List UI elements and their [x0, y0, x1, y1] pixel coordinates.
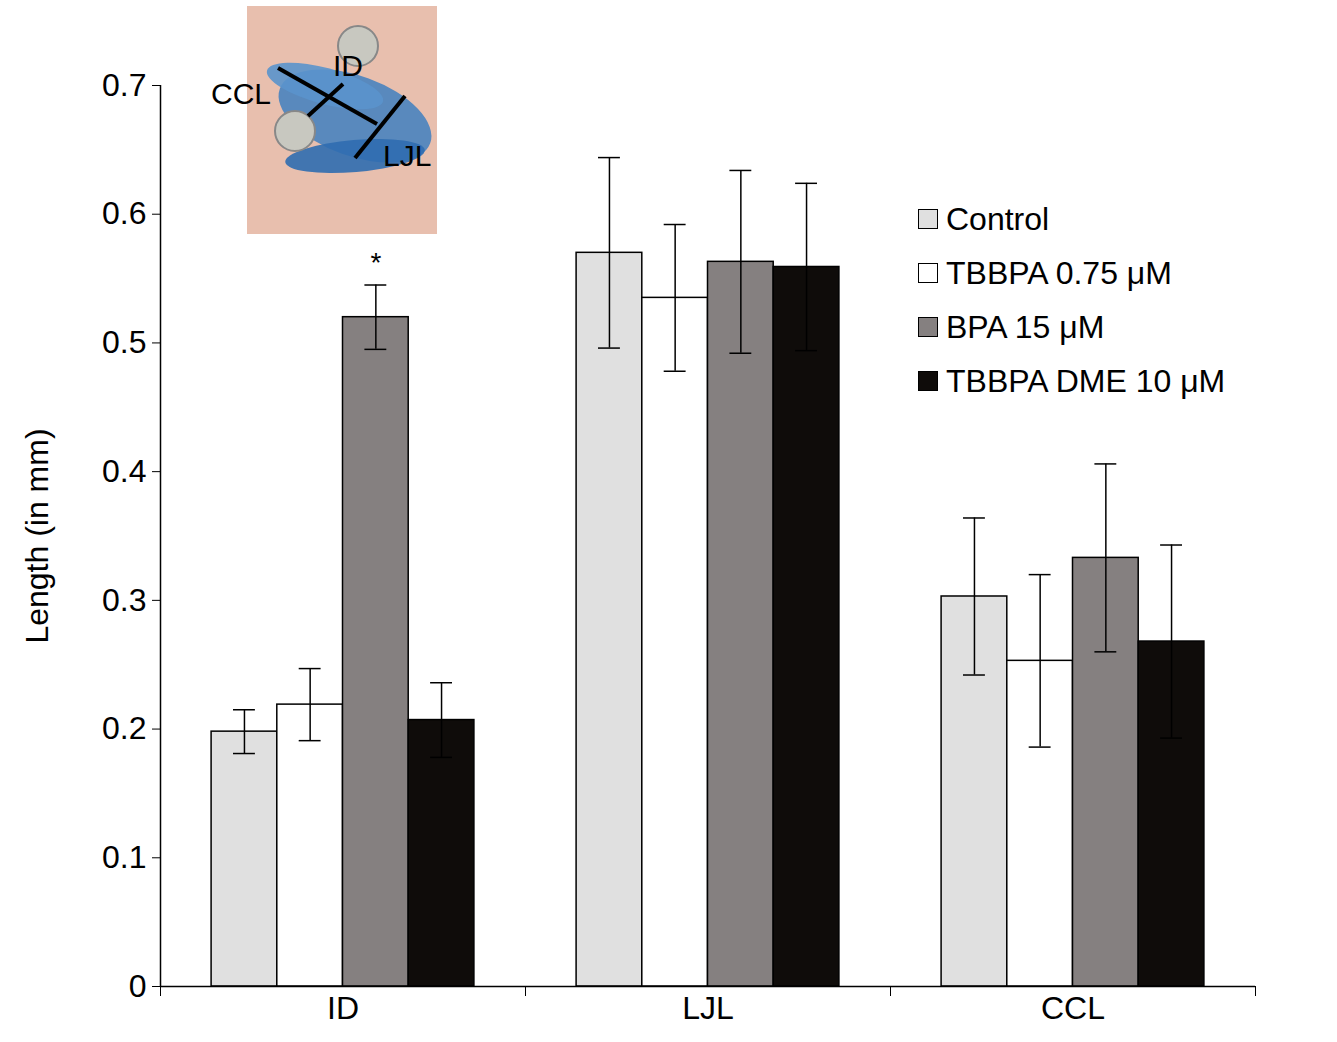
svg-text:0.3: 0.3 — [102, 582, 146, 618]
svg-text:0.5: 0.5 — [102, 324, 146, 360]
svg-text:CCL: CCL — [211, 77, 271, 110]
html-text:BPA 15 μM: BPA 15 μM — [946, 308, 1105, 345]
svg-text:0.4: 0.4 — [102, 453, 146, 489]
svg-text:0.1: 0.1 — [102, 839, 146, 875]
svg-text:*: * — [370, 247, 381, 278]
svg-text:LJL: LJL — [682, 990, 734, 1026]
svg-text:Length (in mm): Length (in mm) — [19, 428, 55, 643]
svg-text:0.2: 0.2 — [102, 710, 146, 746]
html-text:TBBPA DME 10 μM: TBBPA DME 10 μM — [946, 362, 1226, 399]
svg-text:CCL: CCL — [1041, 990, 1105, 1026]
html-text:TBBPA 0.75 μM: TBBPA 0.75 μM — [946, 254, 1172, 291]
html-text:Control: Control — [946, 200, 1050, 237]
svg-text:ID: ID — [327, 990, 359, 1026]
svg-text:0.6: 0.6 — [102, 195, 146, 231]
svg-text:LJL: LJL — [383, 139, 431, 172]
svg-text:0: 0 — [129, 968, 147, 1004]
svg-text:ID: ID — [333, 49, 363, 82]
svg-text:0.7: 0.7 — [102, 67, 146, 103]
